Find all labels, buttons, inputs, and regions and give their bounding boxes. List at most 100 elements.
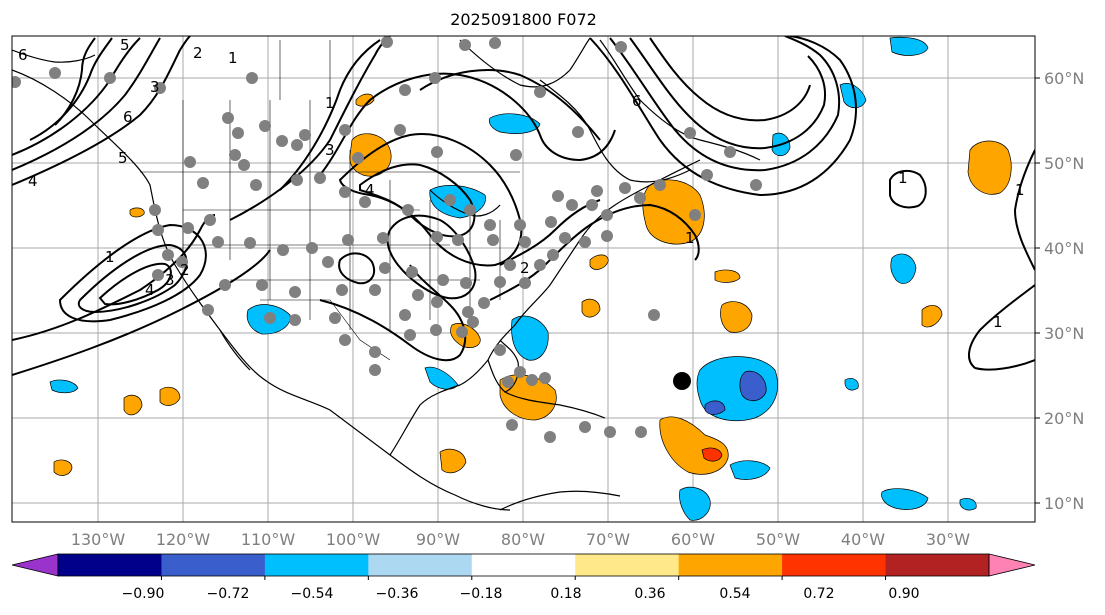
longitude-label: 80°W [501, 530, 545, 549]
longitude-label: 40°W [841, 530, 885, 549]
colorbar-segment [885, 554, 990, 576]
contour-label: 2 [520, 259, 530, 277]
contour-label: 3 [150, 78, 160, 96]
negative-anomaly-area [959, 498, 977, 511]
colorbar-tick-label: −0.72 [207, 586, 250, 602]
negative-anomaly-area [488, 113, 541, 134]
positive-anomaly-area [921, 305, 943, 328]
longitude-label: 100°W [326, 530, 381, 549]
positive-anomaly-area [967, 140, 1012, 195]
negative-anomaly-area [844, 378, 859, 391]
contour-label-group: 6 5 2 1 3 4 6 5 4 3 2 1 1 2 3 4 6 1 1 1 … [18, 36, 1025, 331]
contour-label: 1 [993, 313, 1003, 331]
contour-label: 5 [120, 36, 130, 54]
colorbar [11, 553, 1036, 580]
positive-anomaly-area [714, 269, 741, 283]
positive-anomaly-area [439, 448, 467, 474]
positive-anomaly-area [129, 207, 145, 218]
negative-anomaly-area [889, 36, 929, 56]
colorbar-tick-label: 0.36 [634, 586, 665, 602]
coastlines [12, 37, 761, 511]
positive-anomaly-area [589, 254, 609, 270]
colorbar-tick-label: 0.72 [803, 586, 834, 602]
latitude-label: 10°N [1044, 494, 1084, 513]
colorbar-segment [575, 554, 680, 576]
colorbar-min-extension [11, 553, 59, 577]
colorbar-segment [161, 554, 266, 576]
positive-anomaly-area [355, 93, 375, 107]
longitude-label: 90°W [416, 530, 460, 549]
positive-anomaly-area [581, 298, 601, 318]
contour-label: 6 [123, 108, 133, 126]
contour-label: 6 [632, 92, 642, 110]
longitude-label: 60°W [671, 530, 715, 549]
contour-label: 3 [165, 271, 175, 289]
colorbar-tick-label: 0.54 [719, 586, 750, 602]
latitude-label: 40°N [1044, 239, 1084, 258]
latitude-label: 60°N [1044, 69, 1084, 88]
colorbar-segment [782, 554, 887, 576]
longitude-label: 120°W [156, 530, 211, 549]
positive-anomaly-area [720, 301, 753, 333]
longitude-axis: 130°W 120°W 110°W 100°W 90°W 80°W 70°W 6… [71, 530, 970, 549]
negative-anomaly-area [704, 400, 726, 415]
longitude-label: 130°W [71, 530, 126, 549]
colorbar-tick-label: −0.54 [291, 586, 334, 602]
negative-anomaly-area [729, 460, 771, 480]
longitude-label: 70°W [586, 530, 630, 549]
contour-label: 1 [898, 169, 908, 187]
map-frame [11, 35, 1036, 523]
contour-lines [12, 36, 1035, 376]
negative-anomaly-area [739, 370, 767, 401]
contour-label: 1 [105, 248, 115, 266]
contour-label: 1 [228, 49, 238, 67]
contour-label: 1 [325, 94, 335, 112]
positive-anomaly-area [499, 374, 557, 421]
negative-anomaly-area [424, 366, 459, 390]
contour-label: 3 [325, 141, 335, 159]
longitude-label: 30°W [926, 530, 970, 549]
positive-anomaly-area [701, 447, 723, 462]
positive-anomaly-area [159, 386, 181, 406]
colorbar-tick-label: −0.36 [376, 586, 419, 602]
longitude-label: 50°W [756, 530, 800, 549]
colorbar-tick-label: −0.18 [460, 586, 503, 602]
colorbar-frame [57, 553, 990, 577]
colorbar-segment [368, 554, 473, 576]
colorbar-tick-label: 0.18 [550, 586, 581, 602]
negative-anomaly-area [679, 486, 711, 521]
contour-label: 1 [685, 229, 695, 247]
graticule [12, 36, 1035, 522]
contour-label: 4 [145, 281, 155, 299]
colorbar-segment [678, 554, 783, 576]
colorbar-segment [471, 554, 576, 576]
negative-anomaly-area [881, 488, 929, 510]
contour-label: 2 [180, 261, 190, 279]
negative-anomaly-area [839, 83, 867, 109]
colorbar-tick-label: 0.90 [888, 586, 919, 602]
contour-label: 4 [28, 172, 38, 190]
contour-label: 2 [193, 44, 203, 62]
positive-anomaly-area [53, 459, 73, 476]
colorbar-max-extension [988, 553, 1036, 577]
latitude-label: 50°N [1044, 154, 1084, 173]
positive-anomaly-area [123, 394, 143, 416]
negative-anomaly-area [49, 379, 79, 394]
contour-label: 6 [18, 46, 28, 64]
negative-anomaly-area [890, 253, 917, 284]
latitude-axis: 60°N 50°N 40°N 30°N 20°N 10°N [1035, 69, 1084, 513]
colorbar-labels: −0.90 −0.72 −0.54 −0.36 −0.18 0.18 0.36 … [122, 586, 920, 602]
latitude-label: 30°N [1044, 324, 1084, 343]
map-title: 2025091800 F072 [450, 10, 597, 29]
station-dots [12, 36, 762, 443]
contour-label: 5 [118, 149, 128, 167]
colorbar-tick-label: −0.90 [122, 586, 165, 602]
contour-label: 4 [365, 181, 375, 199]
storm-position-dot [673, 372, 691, 390]
negative-anomaly-area [511, 315, 549, 361]
colorbar-segment [58, 554, 162, 576]
colorbar-segment [264, 554, 369, 576]
longitude-label: 110°W [241, 530, 296, 549]
latitude-label: 20°N [1044, 409, 1084, 428]
